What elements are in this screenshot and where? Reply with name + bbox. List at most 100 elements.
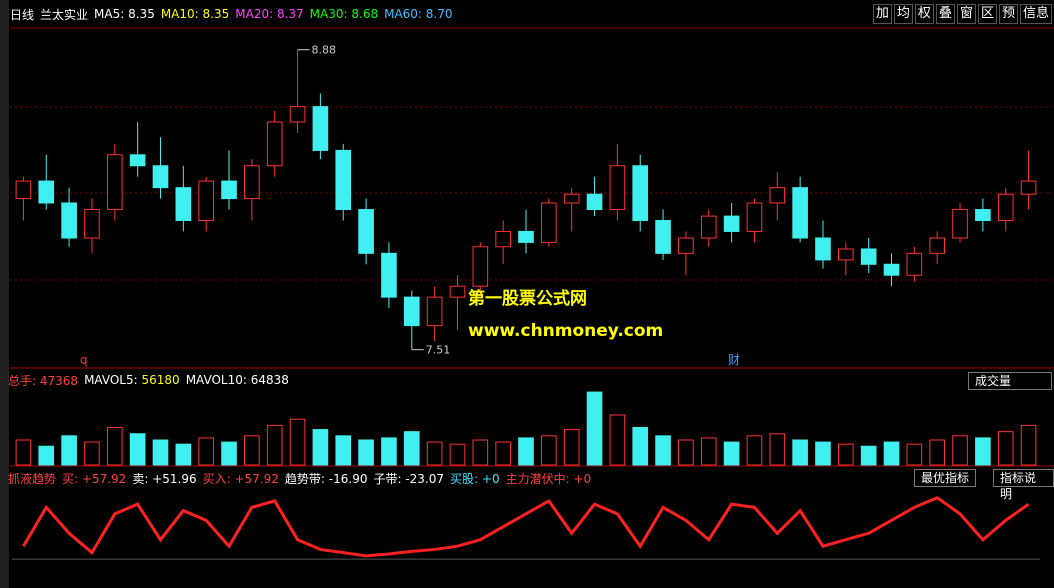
candle-body [106, 154, 123, 211]
toolbar: 加均权叠窗区预信息 [872, 4, 1052, 24]
candle-body [129, 154, 146, 167]
candle-body [175, 187, 192, 221]
candle-body [632, 165, 649, 221]
candle-body [472, 246, 489, 287]
toolbar-button[interactable]: 信息 [1019, 4, 1052, 24]
volume-bar [632, 427, 649, 466]
volume-bar [15, 439, 32, 466]
candle-body [38, 180, 55, 204]
volume-bar [952, 435, 968, 466]
toolbar-button[interactable]: 权 [914, 4, 934, 24]
vol-label: MAVOL5: [84, 373, 138, 387]
volume-bar [495, 441, 511, 466]
ind-label: 买股: [450, 471, 479, 486]
ind-value: +0 [573, 471, 592, 486]
ma-label: MA30: [309, 7, 348, 21]
high-label: 8.88 [312, 44, 337, 57]
button[interactable]: 最优指标 [914, 469, 977, 487]
volume-bar [586, 391, 603, 466]
volume-bar [563, 429, 580, 466]
volume-bar [335, 435, 352, 466]
vol-value: 47368 [39, 373, 79, 388]
candle-body [997, 193, 1014, 221]
ind-item: 买入: +57.92 [203, 470, 279, 487]
candle-body [84, 209, 100, 239]
ind-label: 买入: [202, 471, 231, 486]
toolbar-button[interactable]: 窗 [956, 4, 976, 24]
candle-body [381, 252, 397, 298]
candle-body [815, 237, 831, 261]
volume-bar [815, 441, 831, 466]
volume-bar [541, 435, 557, 466]
volume-bar [883, 441, 900, 466]
candle-body [609, 165, 626, 211]
marker: q [80, 353, 88, 367]
candle-body [266, 121, 283, 167]
candle-body [1020, 180, 1037, 195]
volume-bar [266, 424, 283, 466]
volume-bar [769, 433, 786, 466]
candle-body [678, 237, 694, 254]
volume-bar [1020, 424, 1037, 466]
ind-item: 趋势带: -16.90 [285, 470, 368, 487]
side-tabs [0, 0, 9, 588]
ma-label: MA20: [235, 7, 274, 21]
ma-label: MA10: [160, 7, 199, 21]
ind-value: -16.90 [328, 471, 368, 486]
ma-item: MA30: 8.68 [310, 7, 378, 21]
candle-body [838, 248, 854, 261]
dropdown[interactable]: 成交量 [968, 372, 1052, 390]
toolbar-button[interactable]: 区 [977, 4, 997, 24]
candle-body [15, 180, 32, 200]
volume-bar [244, 435, 260, 466]
ind-value: +51.96 [152, 471, 197, 486]
candle-body [358, 209, 374, 254]
button[interactable]: 指标说明 [993, 469, 1054, 501]
volume-bar [472, 439, 489, 466]
vol-item: MAVOL10: 64838 [186, 373, 289, 387]
toolbar-button[interactable]: 均 [893, 4, 913, 24]
volume-bar [84, 441, 100, 466]
volume-bar [655, 435, 671, 466]
candle-body [449, 285, 466, 298]
volume-bar [838, 443, 854, 466]
volume-bar [906, 443, 923, 466]
candle-body [746, 202, 763, 232]
indicator-header: 抓液趋势 买: +57.92 卖: +51.96 买入: +57.92 趋势带: -1… [8, 470, 591, 486]
volume-bar [792, 439, 808, 466]
volume-bar [746, 435, 763, 466]
candle-body [883, 263, 900, 276]
volume-header: 总手: 47368 MAVOL5: 56180 MAVOL10: 64838 [8, 372, 289, 388]
toolbar-button[interactable]: 叠 [935, 4, 955, 24]
ind-item: 买: +57.92 [62, 470, 126, 487]
toolbar-button[interactable]: 预 [998, 4, 1018, 24]
ma-label: MA5: [94, 7, 125, 21]
indicator-line [22, 495, 1030, 558]
ind-label: 卖: [132, 471, 149, 486]
ma-item: MA60: 8.70 [384, 7, 452, 21]
vol-label: MAVOL10: [185, 373, 247, 387]
candle-body [403, 296, 420, 327]
volume-bar [198, 437, 214, 466]
candle-body [335, 149, 352, 211]
volume-bar [860, 445, 877, 466]
volume-bar [61, 435, 77, 466]
ind-label: 主力潜伏中: [505, 471, 570, 486]
candle-body [952, 209, 968, 239]
volume-bar [609, 414, 626, 466]
vol-value: 56180 [141, 373, 180, 387]
candle-body [495, 230, 511, 248]
candle-body [792, 187, 808, 239]
toolbar-button[interactable]: 加 [872, 4, 892, 24]
vol-value: 64838 [250, 373, 289, 387]
ind-item: 主力潜伏中: +0 [506, 470, 592, 487]
candle-body [975, 209, 991, 221]
ma-label: MA60: [384, 7, 422, 21]
candle-body [518, 230, 534, 243]
ma-item: MA5: 8.35 [94, 7, 155, 21]
candle-body [860, 248, 877, 265]
ind-value: +57.92 [81, 471, 127, 486]
ind-item: 卖: +51.96 [132, 470, 196, 487]
